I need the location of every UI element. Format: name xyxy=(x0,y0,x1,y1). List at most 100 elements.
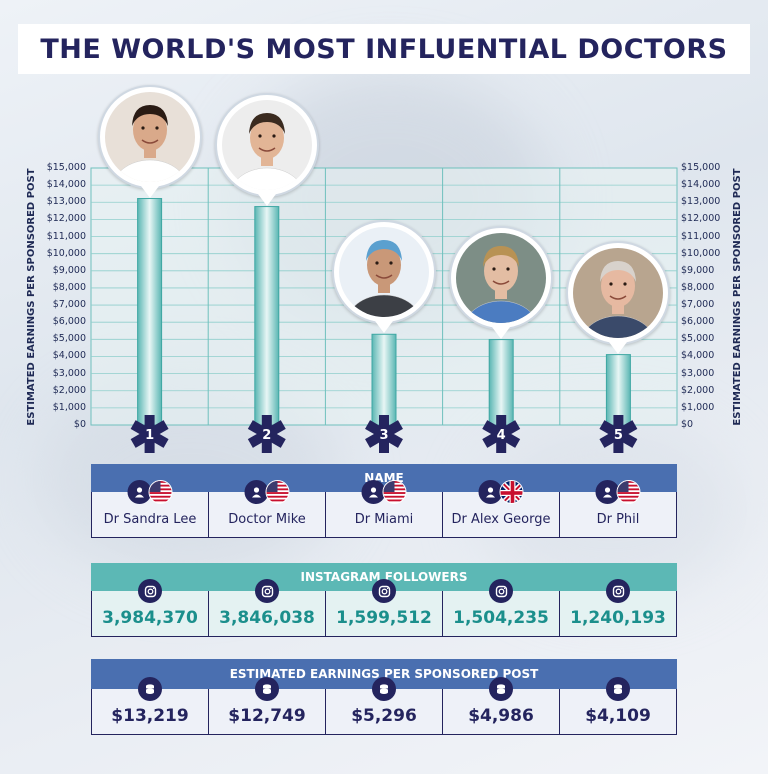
speech-tail xyxy=(257,193,276,206)
earnings-value: $4,109 xyxy=(585,706,651,726)
coins-icon-wrap xyxy=(372,677,396,701)
doctor-photo xyxy=(566,240,671,345)
y-tick-label-right: $7,000 xyxy=(681,299,715,311)
earnings-table: ESTIMATED EARNINGS PER SPONSORED POST $1… xyxy=(91,659,677,735)
name-cell: Doctor Mike xyxy=(209,480,326,538)
bar xyxy=(137,198,163,426)
speech-tail xyxy=(375,321,393,334)
y-tick-label-right: $4,000 xyxy=(681,350,715,362)
rank-markers: 1 2 3 4 5 xyxy=(130,415,638,453)
instagram-icon-wrap xyxy=(138,579,162,603)
star-of-life-icon xyxy=(365,415,403,453)
y-tick-label-left: $2,000 xyxy=(52,384,86,396)
portrait-icon xyxy=(112,104,187,182)
earnings-row: $13,219 $12,749 $5,296 $4,986 $4,109 xyxy=(91,677,677,735)
page-title: THE WORLD'S MOST INFLUENTIAL DOCTORS xyxy=(40,33,728,65)
uk-flag-icon xyxy=(499,480,524,504)
name-icons xyxy=(127,480,173,504)
name-icons xyxy=(595,480,641,504)
rank-label: 1 xyxy=(145,428,154,443)
y-tick-label-right: $15,000 xyxy=(681,162,721,173)
coins-icon xyxy=(255,677,279,701)
y-tick-label-left: $0 xyxy=(73,419,86,430)
y-tick-label-right: $12,000 xyxy=(681,213,721,225)
y-tick-label-right: $14,000 xyxy=(681,179,721,191)
y-tick-label-left: $3,000 xyxy=(52,367,86,379)
y-tick-label-left: $12,000 xyxy=(46,213,86,225)
name-icons xyxy=(244,480,290,504)
coins-icon xyxy=(489,677,513,701)
bar xyxy=(371,333,397,426)
doctor-name: Dr Sandra Lee xyxy=(103,512,197,527)
followers-cell: 3,984,370 xyxy=(91,579,209,637)
rank-label: 5 xyxy=(614,428,623,443)
coins-icon-wrap xyxy=(489,677,513,701)
followers-value: 1,240,193 xyxy=(570,608,666,628)
coins-icon xyxy=(606,677,630,701)
instagram-icon-wrap xyxy=(372,579,396,603)
name-icons xyxy=(361,480,407,504)
y-tick-label-left: $7,000 xyxy=(52,299,86,311)
name-table: NAME Dr Sandra Lee Doctor Mike Dr Miami … xyxy=(91,464,677,538)
y-tick-label-right: $11,000 xyxy=(681,230,721,242)
followers-value: 3,984,370 xyxy=(102,608,198,628)
instagram-icon-wrap xyxy=(255,579,279,603)
y-tick-label-left: $4,000 xyxy=(52,350,86,362)
followers-cell: 1,599,512 xyxy=(326,579,443,637)
coins-icon-wrap xyxy=(138,677,162,701)
followers-row: 3,984,370 3,846,038 1,599,512 1,504,235 … xyxy=(91,579,677,637)
doctor-name: Dr Alex George xyxy=(451,512,551,527)
y-tick-label-right: $6,000 xyxy=(681,316,715,328)
earnings-value: $5,296 xyxy=(351,706,417,726)
earnings-header: ESTIMATED EARNINGS PER SPONSORED POST xyxy=(91,659,677,689)
earnings-value: $4,986 xyxy=(468,706,534,726)
instagram-icon-wrap xyxy=(489,579,513,603)
name-cell: Dr Alex George xyxy=(443,480,560,538)
us-flag-icon xyxy=(148,480,173,504)
bar xyxy=(488,339,514,426)
instagram-icon xyxy=(138,579,162,603)
followers-cell: 1,504,235 xyxy=(443,579,560,637)
doctor-photo xyxy=(449,225,554,330)
name-cell: Dr Miami xyxy=(326,480,443,538)
coins-icon xyxy=(138,677,162,701)
coins-icon xyxy=(372,677,396,701)
y-tick-label-right: $3,000 xyxy=(681,367,715,379)
doctor-name: Dr Miami xyxy=(354,512,414,527)
y-tick-label-right: $9,000 xyxy=(681,264,715,276)
y-tick-label-right: $1,000 xyxy=(681,401,715,413)
y-tick-label-right: $0 xyxy=(681,419,694,430)
instagram-icon xyxy=(489,579,513,603)
user-icon xyxy=(244,480,269,504)
followers-cell: 1,240,193 xyxy=(560,579,677,637)
user-icon xyxy=(127,480,152,504)
name-row: Dr Sandra Lee Doctor Mike Dr Miami Dr Al… xyxy=(91,480,677,538)
y-tick-label-right: $5,000 xyxy=(681,333,715,345)
earnings-cell: $4,109 xyxy=(560,677,677,735)
user-icon xyxy=(478,480,503,504)
coins-icon-wrap xyxy=(255,677,279,701)
earnings-cell: $5,296 xyxy=(326,677,443,735)
speech-tail xyxy=(492,326,511,339)
y-tick-label-left: $15,000 xyxy=(46,162,86,173)
followers-cell: 3,846,038 xyxy=(209,579,326,637)
star-of-life-icon xyxy=(482,415,521,453)
bars xyxy=(137,198,631,426)
earnings-value: $13,219 xyxy=(111,706,189,726)
speech-tail xyxy=(140,185,159,198)
portrait-icon xyxy=(581,260,656,338)
y-tick-label-left: $1,000 xyxy=(52,401,86,413)
title-banner: THE WORLD'S MOST INFLUENTIAL DOCTORS xyxy=(18,24,750,74)
y-tick-label-right: $8,000 xyxy=(681,281,715,293)
doctor-photo xyxy=(97,84,202,189)
instagram-icon-wrap xyxy=(606,579,630,603)
name-icons xyxy=(478,480,524,504)
star-of-life-icon xyxy=(130,415,169,453)
followers-table: INSTAGRAM FOLLOWERS 3,984,370 3,846,038 … xyxy=(91,563,677,637)
us-flag-icon xyxy=(382,480,407,504)
bar xyxy=(605,354,631,426)
us-flag-icon xyxy=(265,480,290,504)
instagram-icon xyxy=(372,579,396,603)
y-tick-label-left: $14,000 xyxy=(46,179,86,191)
y-tick-label-left: $5,000 xyxy=(52,333,86,345)
